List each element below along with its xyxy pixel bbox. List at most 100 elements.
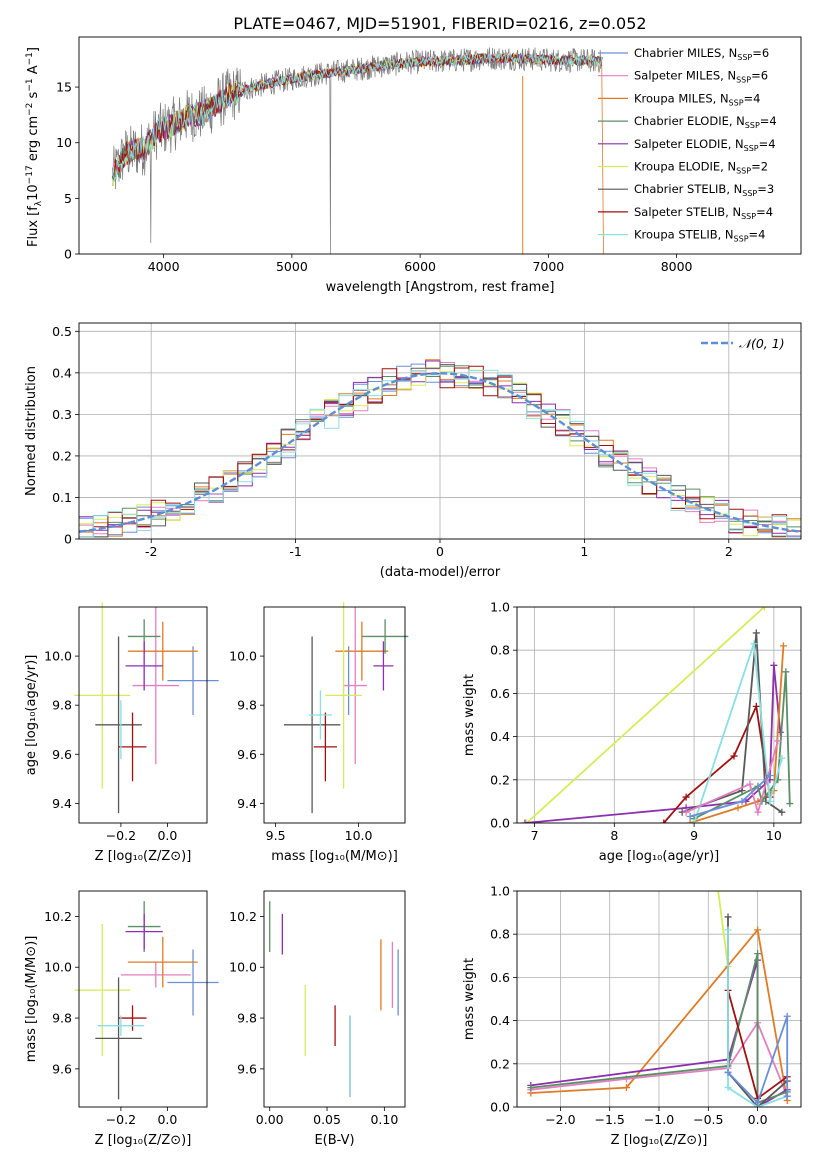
y-tick-label: 9.8 <box>52 698 72 713</box>
weight-marker <box>774 737 782 745</box>
weight-line <box>727 1016 789 1105</box>
y-label-part: λ <box>34 200 44 206</box>
errorbar-point <box>97 1015 145 1036</box>
legend-val: =6 <box>751 69 768 83</box>
weight-line <box>524 665 782 823</box>
errorbar-point <box>118 1005 147 1031</box>
weight-marker <box>686 813 694 821</box>
x-tick-label: 2 <box>725 544 733 559</box>
y-label-part: −17 <box>25 165 35 184</box>
y-label-part: s <box>26 91 41 102</box>
series-group <box>521 607 794 823</box>
y-tick-label: 10 <box>56 135 72 150</box>
weight-marker <box>786 800 794 808</box>
weight-marker <box>750 640 758 648</box>
weight-marker <box>752 702 760 710</box>
axes-frame <box>263 890 406 1108</box>
axes-frame <box>78 36 802 255</box>
x-tick-label: −0.5 <box>693 1112 723 1127</box>
y-axis-label: mass [log₁₀(M/M⊙)] <box>24 936 39 1063</box>
errorbar-point <box>308 690 333 740</box>
errorbar-point <box>361 619 409 654</box>
axes-frame <box>78 606 208 824</box>
y-tick-label: 10.2 <box>229 909 257 924</box>
x-tick-label: 4000 <box>148 259 180 274</box>
weight-line <box>525 607 765 823</box>
x-tick-label: 0.00 <box>256 1112 284 1127</box>
y-axis-label: age [log₁₀(age/yr)] <box>24 655 39 776</box>
x-tick-label: 0 <box>436 544 444 559</box>
x-tick-label: 6000 <box>404 259 436 274</box>
x-tick-label: 7000 <box>532 259 564 274</box>
y-tick-label: 0.4 <box>490 729 510 744</box>
legend-val: =3 <box>757 182 774 196</box>
legend-label: 𝒩(0, 1) <box>739 336 785 351</box>
weight-marker <box>724 1068 732 1076</box>
y-label-part: 10 <box>26 184 41 201</box>
normal-curve <box>78 372 802 533</box>
weight-line <box>727 929 788 1107</box>
legend-label: Kroupa MILES, NSSP=4 <box>634 91 760 107</box>
y-tick-label: 10.0 <box>44 649 72 664</box>
x-tick-label: −1.5 <box>595 1112 625 1127</box>
errorbar-point <box>127 936 198 988</box>
legend-label: Chabrier STELIB, NSSP=3 <box>634 182 774 198</box>
legend-sub: SSP <box>737 53 752 62</box>
y-axis-label: mass weight <box>462 958 477 1040</box>
y-tick-label: 0.0 <box>490 816 510 831</box>
x-tick-label: −0.2 <box>106 1112 136 1127</box>
y-label-part: erg cm <box>26 116 41 165</box>
x-tick-label: 7 <box>531 828 539 843</box>
spectrum-axes: Chabrier MILES, NSSP=6 Salpeter MILES, NS… <box>111 46 777 255</box>
weight-marker <box>714 891 722 895</box>
legend-sub: SSP <box>745 121 760 130</box>
age_weight-frame: 7 8 9 10 0.0 0.2 0.4 0.6 0.8 1.0 age [log₁₀(age/yr… <box>462 600 802 864</box>
residuals-axes: 𝒩(0, 1) <box>78 323 802 540</box>
weight-marker <box>682 793 690 801</box>
errorbar-point <box>95 636 142 814</box>
residuals-frame: -2 -1 0 1 2 0 0.1 0.2 0.3 0.4 0.5 (data-model)/erro… <box>24 322 802 580</box>
y-label-part: −2 <box>25 103 35 116</box>
weight-marker <box>724 1084 732 1092</box>
x-tick-label: 0.0 <box>748 1112 768 1127</box>
residual-histogram <box>79 365 801 538</box>
x-tick-label: 8000 <box>661 259 693 274</box>
legend-val: =2 <box>751 160 768 174</box>
weight-marker <box>686 819 694 823</box>
y-tick-label: 10.0 <box>229 649 257 664</box>
weight-marker <box>521 819 529 823</box>
axes-frame <box>516 606 802 824</box>
y-tick-label: 0 <box>64 532 72 547</box>
errorbar-point <box>125 641 163 691</box>
weight-marker <box>779 642 787 650</box>
y-tick-label: 0.8 <box>490 643 510 658</box>
weight-marker <box>760 607 768 611</box>
weight-marker <box>738 797 746 805</box>
legend-label: Salpeter ELODIE, NSSP=4 <box>634 137 776 153</box>
errorbar-point <box>74 924 131 1057</box>
x-tick-label: 0.05 <box>313 1112 341 1127</box>
weight-marker <box>724 926 732 934</box>
weight-line <box>717 891 729 967</box>
z_mass-frame: −0.2 0.0 9.6 9.8 10.0 10.2 Z [log₁₀(Z/Z⊙)] mass… <box>24 890 208 1148</box>
legend-val: =4 <box>749 228 766 242</box>
y-label-part: −1 <box>25 52 35 65</box>
x-axis-label: (data-model)/error <box>380 565 501 580</box>
weight-line <box>663 703 771 823</box>
x-tick-label: 10 <box>766 828 782 843</box>
errorbar-point <box>325 602 362 789</box>
legend-label: Salpeter STELIB, NSSP=4 <box>634 205 773 221</box>
legend-sub: SSP <box>741 212 756 221</box>
y-tick-label: 0.2 <box>490 772 510 787</box>
x-axis-label: wavelength [Angstrom, rest frame] <box>326 280 555 295</box>
y-axis-label: Normed distribution <box>24 366 39 496</box>
weight-marker <box>622 1084 630 1092</box>
y-tick-label: 10.0 <box>44 960 72 975</box>
x-tick-label: 5000 <box>276 259 308 274</box>
y-tick-label: 0.6 <box>490 686 510 701</box>
mass_age-frame: 9.5 10.0 9.4 9.6 9.8 10.0 mass [log₁₀(M/M⊙)] <box>229 606 406 864</box>
errorbar-point <box>313 712 337 782</box>
weight-marker <box>766 797 774 805</box>
z_mass-axes <box>74 901 219 1100</box>
y-tick-label: 9.8 <box>237 1011 257 1026</box>
